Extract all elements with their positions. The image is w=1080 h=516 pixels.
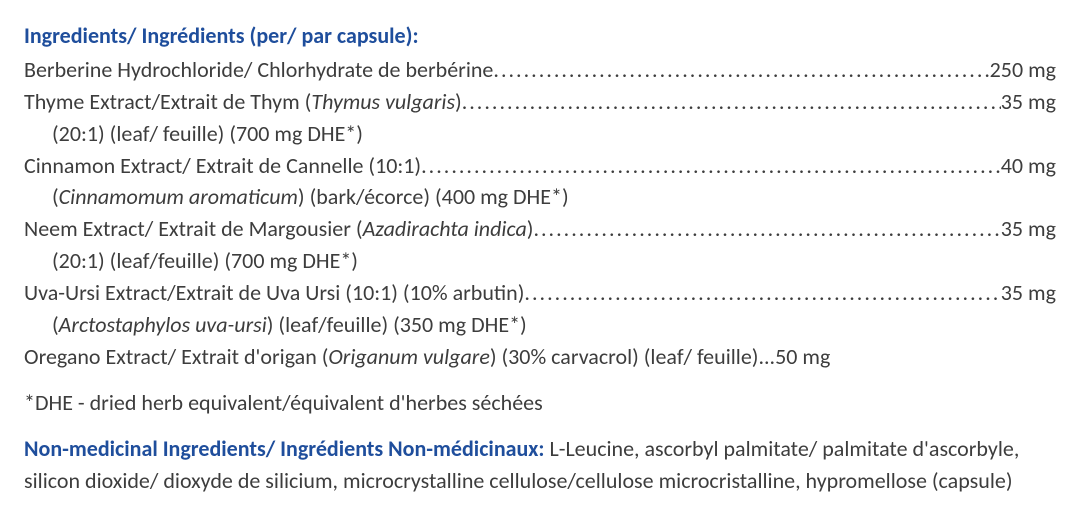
latin-name: Cinnamomum aromaticum (59, 183, 298, 210)
dot-leader: ........................................… (533, 213, 1000, 245)
latin-name: Origanum vulgare (328, 343, 489, 370)
ingredient-label: Uva-Ursi Extract/Extrait de Uva Ursi (10… (24, 277, 524, 309)
non-medicinal-section: Non-medicinal Ingredients/ Ingrédients N… (24, 433, 1056, 497)
dot-leader: ........................................… (524, 277, 1000, 309)
ingredient-label: Berberine Hydrochloride/ Chlorhydrate de… (24, 54, 493, 86)
ingredient-label: Oregano Extract/ Extrait d'origan (Origa… (24, 341, 775, 373)
latin-name: Thymus vulgaris (311, 88, 455, 115)
dot-leader: ........................................… (462, 86, 1001, 118)
dot-leader: ........................................… (493, 54, 989, 86)
dhe-footnote: *DHE - dried herb equivalent/équivalent … (24, 387, 1056, 419)
ingredient-amount: 40 mg (1001, 150, 1056, 182)
ingredient-row: Thyme Extract/Extrait de Thym (Thymus vu… (24, 86, 1056, 118)
latin-name: Azadirachta indica (363, 215, 527, 242)
latin-name: Arctostaphylos uva-ursi (59, 311, 267, 338)
ingredient-amount: 35 mg (1001, 213, 1056, 245)
ingredients-list: Berberine Hydrochloride/ Chlorhydrate de… (24, 54, 1056, 373)
ingredient-subline: (Arctostaphylos uva-ursi) (leaf/feuille)… (24, 309, 1056, 341)
ingredient-label: Thyme Extract/Extrait de Thym (Thymus vu… (24, 86, 462, 118)
ingredient-subline: (20:1) (leaf/feuille) (700 mg DHE*) (24, 245, 1056, 277)
ingredient-label: Neem Extract/ Extrait de Margousier (Aza… (24, 213, 533, 245)
ingredient-row: Uva-Ursi Extract/Extrait de Uva Ursi (10… (24, 277, 1056, 309)
ingredient-subline: (20:1) (leaf/ feuille) (700 mg DHE*) (24, 118, 1056, 150)
ingredients-heading: Ingredients/ Ingrédients (per/ par capsu… (24, 20, 1056, 52)
non-medicinal-heading: Non-medicinal Ingredients/ Ingrédients N… (24, 435, 549, 462)
ingredient-subline: (Cinnamomum aromaticum) (bark/écorce) (4… (24, 181, 1056, 213)
ingredient-row: Neem Extract/ Extrait de Margousier (Aza… (24, 213, 1056, 245)
ingredient-amount: 250 mg (990, 54, 1056, 86)
dot-leader: ........................................… (421, 150, 1001, 182)
ingredient-amount: 35 mg (1001, 86, 1056, 118)
ingredient-amount: 50 mg (775, 341, 830, 373)
ingredient-row: Oregano Extract/ Extrait d'origan (Origa… (24, 341, 1056, 373)
ingredient-row: Berberine Hydrochloride/ Chlorhydrate de… (24, 54, 1056, 86)
ingredient-row: Cinnamon Extract/ Extrait de Cannelle (1… (24, 150, 1056, 182)
ingredient-amount: 35 mg (1001, 277, 1056, 309)
ingredient-label: Cinnamon Extract/ Extrait de Cannelle (1… (24, 150, 421, 182)
